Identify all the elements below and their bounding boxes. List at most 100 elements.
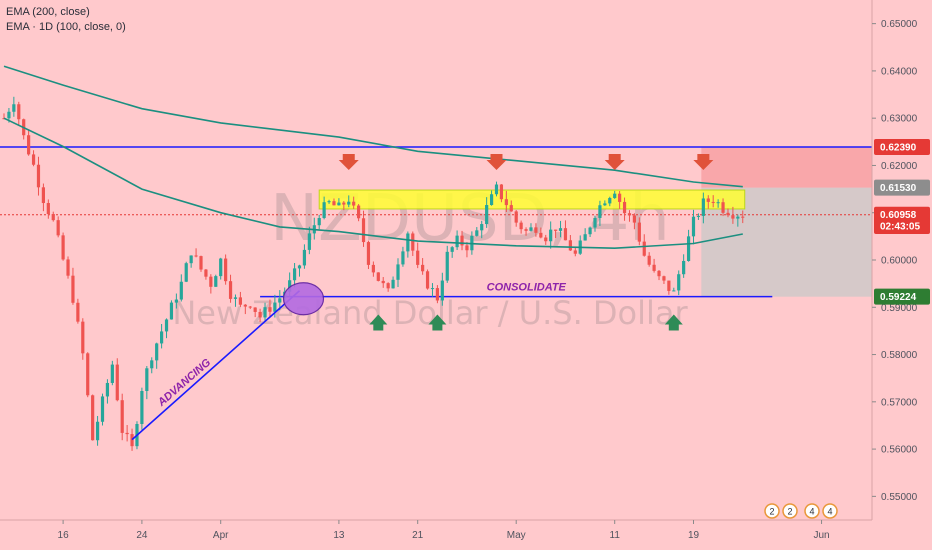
candle-body — [248, 306, 252, 308]
candle-body — [381, 280, 385, 284]
candle-body — [66, 259, 70, 276]
candle-body — [514, 211, 518, 223]
candle-body — [430, 288, 435, 290]
candle-body — [563, 228, 568, 241]
event-badge-count: 4 — [809, 507, 814, 517]
candle-body — [297, 265, 302, 269]
y-tick-label: 0.55000 — [881, 492, 918, 503]
candle-body — [263, 307, 267, 318]
candle-body — [61, 235, 65, 260]
candle-body — [31, 154, 36, 165]
event-badge — [804, 503, 820, 519]
candle-body — [376, 272, 380, 281]
candle-body — [327, 201, 331, 203]
candle-body — [105, 382, 110, 397]
event-badge — [822, 503, 838, 519]
candle-body — [278, 298, 282, 303]
candle-body — [598, 205, 602, 218]
resistance-arrow-2 — [486, 154, 507, 171]
label-consolidate: CONSOLIDATE — [487, 282, 567, 294]
y-tick-label: 0.58000 — [881, 350, 918, 361]
candle-body — [273, 302, 277, 312]
candle-body — [179, 281, 183, 300]
candle-body — [51, 214, 55, 221]
candle-body — [258, 311, 262, 318]
support-arrow-1 — [369, 314, 388, 331]
watermark-name: New Zealand Dollar / U.S. Dollar — [172, 294, 688, 332]
candle-body — [534, 227, 538, 233]
candle-body — [519, 222, 523, 230]
resistance-zone — [318, 189, 746, 210]
breakout-circle — [282, 282, 325, 316]
x-tick-label: 13 — [333, 530, 345, 541]
candle-body — [489, 194, 494, 205]
candle-body — [416, 250, 420, 265]
candle-body — [524, 229, 528, 231]
candle-body — [361, 218, 366, 243]
candle-body — [347, 201, 351, 205]
candle-body — [228, 281, 233, 299]
candle-body — [672, 290, 676, 292]
candle-body — [558, 228, 563, 231]
candle-body — [460, 235, 464, 246]
candle-body — [199, 256, 203, 270]
candle-body — [583, 234, 587, 241]
candle-body — [150, 360, 154, 369]
candle-body — [568, 240, 572, 251]
candle-body — [130, 434, 134, 447]
candle-body — [622, 201, 627, 214]
candle-body — [209, 276, 213, 287]
candle-body — [682, 260, 686, 275]
candle-body — [317, 218, 321, 226]
price-tag-label: 0.59224 — [880, 292, 917, 303]
candle-body — [357, 205, 361, 219]
x-tick-label: 24 — [136, 530, 148, 541]
candle-body — [731, 215, 735, 219]
candle-body — [174, 299, 178, 303]
candle-body — [322, 202, 326, 219]
candle-body — [691, 216, 696, 237]
candle-body — [480, 224, 484, 231]
indicator-ema-1d-100[interactable]: EMA · 1D (100, close, 0) — [6, 21, 126, 33]
event-badge — [764, 503, 780, 519]
candle-body — [184, 263, 188, 282]
candle-body — [164, 319, 169, 332]
candle-body — [677, 274, 681, 291]
x-tick-label: 11 — [610, 530, 621, 541]
price-tag-label: 0.61530 — [880, 183, 917, 194]
candle-body — [224, 258, 228, 282]
candle-body — [233, 297, 238, 299]
x-tick-label: 19 — [688, 530, 700, 541]
candle-body — [292, 268, 297, 281]
candle-body — [204, 269, 208, 277]
event-badge-count: 2 — [769, 507, 774, 517]
candle-body — [421, 264, 425, 272]
resistance-arrow-1 — [338, 154, 359, 171]
target-zone — [701, 147, 872, 188]
candle-body — [140, 391, 144, 424]
candle-body — [662, 276, 666, 281]
candle-body — [613, 193, 617, 199]
candle-body — [726, 212, 730, 216]
candle-body — [110, 364, 114, 383]
candle-body — [337, 202, 341, 206]
candle-body — [711, 201, 715, 203]
candle-body — [554, 229, 558, 231]
indicator-ema-200[interactable]: EMA (200, close) — [6, 6, 90, 18]
candle-body — [637, 222, 641, 242]
candle-body — [465, 245, 469, 251]
y-tick-label: 0.60000 — [881, 256, 918, 267]
y-tick-label: 0.57000 — [881, 397, 918, 408]
candle-body — [41, 187, 45, 204]
y-tick-label: 0.59000 — [881, 303, 918, 314]
candle-body — [238, 297, 242, 305]
price-tag-bg — [874, 288, 930, 305]
candle-body — [56, 220, 60, 236]
candle-body — [539, 232, 543, 238]
y-tick-label: 0.56000 — [881, 445, 918, 456]
candle-body — [120, 400, 124, 433]
candle-body — [504, 199, 508, 206]
price-tag-label: 02:43:05 — [880, 221, 920, 232]
candle-body — [721, 202, 725, 213]
